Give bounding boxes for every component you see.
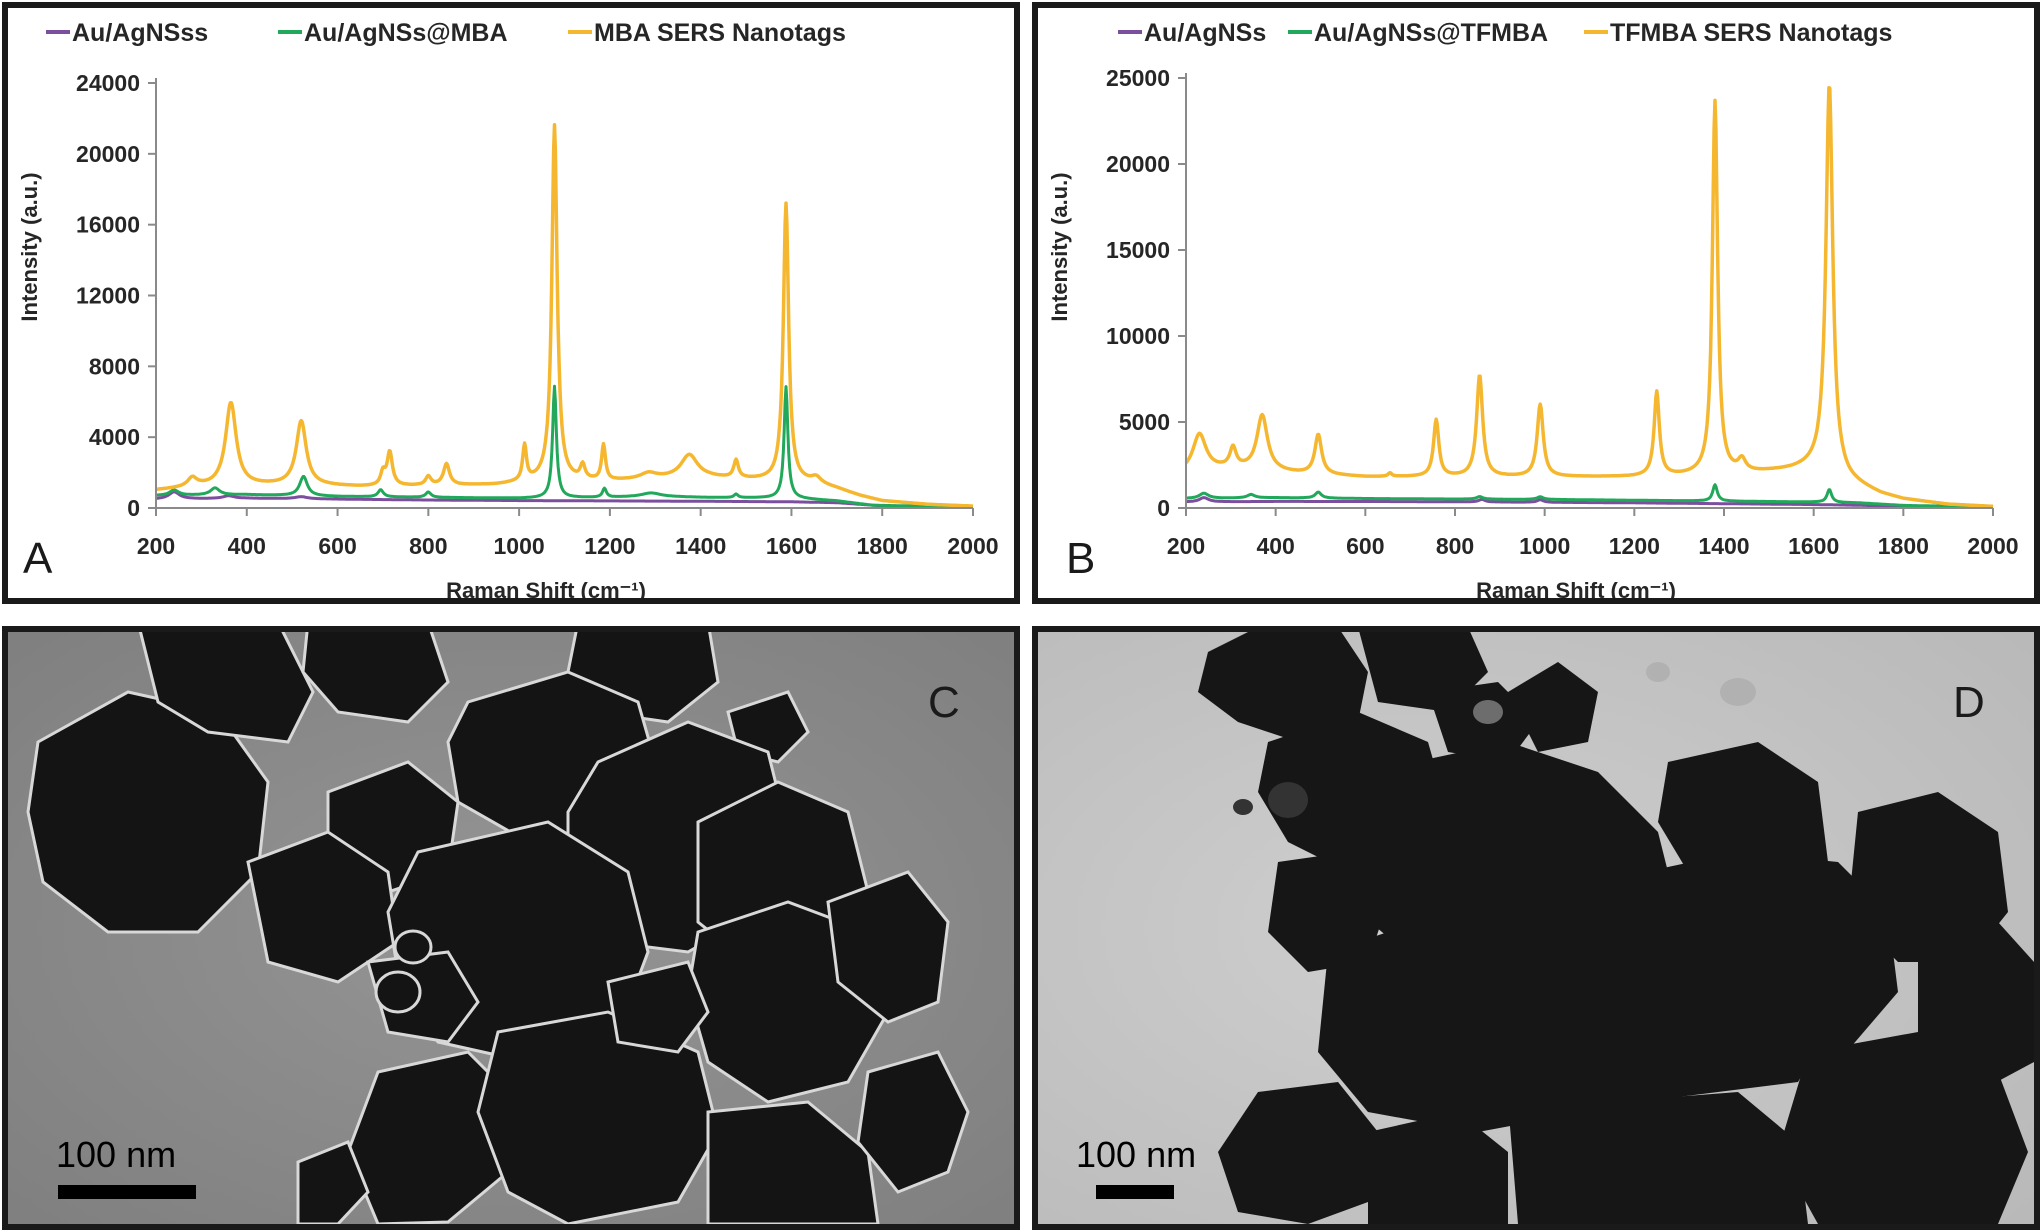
x-tick-label: 200 bbox=[1167, 533, 1205, 559]
x-tick-label: 800 bbox=[1436, 533, 1474, 559]
legend-label: Au/AgNSss bbox=[72, 19, 208, 47]
y-tick-label: 0 bbox=[127, 495, 140, 521]
x-axis-title-b: Raman Shift (cm⁻¹) bbox=[1476, 578, 1676, 598]
x-tick-label: 1400 bbox=[1698, 533, 1749, 559]
scale-bar-label-d: 100 nm bbox=[1076, 1134, 1196, 1175]
x-tick-label: 1000 bbox=[1519, 533, 1570, 559]
y-axis-title-a: Intensity (a.u.) bbox=[17, 172, 42, 321]
legend-b: Au/AgNSs Au/AgNSs@TFMBA TFMBA SERS Nanotag… bbox=[1118, 19, 1892, 47]
panel-c-tem-image: C 100 nm bbox=[2, 626, 1020, 1230]
scale-bar-label-c: 100 nm bbox=[56, 1134, 176, 1175]
x-tick-label: 1200 bbox=[584, 533, 635, 559]
y-axis-title-b: Intensity (a.u.) bbox=[1047, 172, 1072, 321]
panel-label-b: B bbox=[1066, 534, 1095, 583]
series-line-au-agnss-mba bbox=[155, 384, 974, 509]
x-tick-label: 1400 bbox=[675, 533, 726, 559]
panel-a-chart: Au/AgNSss Au/AgNSs@MBA MBA SERS Nanotags 0… bbox=[2, 2, 1020, 604]
series-line-mba-sers-nanotags bbox=[155, 122, 974, 508]
series-line-au-agnsss bbox=[155, 490, 974, 509]
x-tick-label: 600 bbox=[318, 533, 356, 559]
x-tick-label: 1600 bbox=[1788, 533, 1839, 559]
x-tick-label: 800 bbox=[409, 533, 447, 559]
legend-label: Au/AgNSs@MBA bbox=[304, 19, 508, 47]
y-tick-label: 15000 bbox=[1106, 237, 1170, 263]
y-tick-label: 25000 bbox=[1106, 65, 1170, 91]
legend-label: Au/AgNSs bbox=[1144, 19, 1266, 47]
panel-label-c: C bbox=[928, 678, 960, 727]
series-line-au-agnss bbox=[1185, 496, 1994, 509]
x-tick-label: 1000 bbox=[494, 533, 545, 559]
legend-label: MBA SERS Nanotags bbox=[594, 19, 846, 47]
panel-b-chart: Au/AgNSs Au/AgNSs@TFMBA TFMBA SERS Nanotag… bbox=[1032, 2, 2040, 604]
y-tick-label: 20000 bbox=[76, 141, 140, 167]
legend-a: Au/AgNSss Au/AgNSs@MBA MBA SERS Nanotags bbox=[46, 19, 846, 47]
series-line-au-agnss-tfmba bbox=[1185, 483, 1994, 509]
y-tick-label: 10000 bbox=[1106, 323, 1170, 349]
x-tick-label: 2000 bbox=[947, 533, 998, 559]
tem-micrograph-d: D 100 nm bbox=[1038, 632, 2034, 1224]
x-tick-label: 1800 bbox=[857, 533, 908, 559]
raman-chart-b: Au/AgNSs Au/AgNSs@TFMBA TFMBA SERS Nanotag… bbox=[1047, 19, 2019, 598]
series-line-tfmba-sers-nanotags bbox=[1184, 85, 1994, 509]
scale-bar-d bbox=[1096, 1185, 1174, 1199]
x-tick-label: 400 bbox=[1256, 533, 1294, 559]
y-tick-label: 8000 bbox=[89, 353, 140, 379]
panel-d-tem-image: D 100 nm bbox=[1032, 626, 2040, 1230]
y-tick-label: 12000 bbox=[76, 283, 140, 309]
y-tick-label: 16000 bbox=[76, 212, 140, 238]
y-tick-label: 24000 bbox=[76, 70, 140, 96]
legend-label: TFMBA SERS Nanotags bbox=[1610, 19, 1892, 47]
x-tick-label: 1600 bbox=[766, 533, 817, 559]
x-tick-label: 2000 bbox=[1967, 533, 2018, 559]
x-tick-label: 400 bbox=[228, 533, 266, 559]
y-tick-label: 5000 bbox=[1119, 409, 1170, 435]
x-tick-label: 200 bbox=[137, 533, 175, 559]
panel-label-a: A bbox=[23, 534, 53, 583]
x-tick-label: 1200 bbox=[1609, 533, 1660, 559]
raman-chart-a: Au/AgNSss Au/AgNSs@MBA MBA SERS Nanotags 0… bbox=[17, 19, 999, 598]
x-axis-title-a: Raman Shift (cm⁻¹) bbox=[446, 578, 646, 598]
y-tick-label: 0 bbox=[1157, 495, 1170, 521]
x-tick-label: 1800 bbox=[1878, 533, 1929, 559]
y-tick-label: 20000 bbox=[1106, 151, 1170, 177]
scale-bar-c bbox=[58, 1185, 196, 1199]
x-tick-label: 600 bbox=[1346, 533, 1384, 559]
panel-label-d: D bbox=[1953, 678, 1985, 727]
tem-micrograph-c: C 100 nm bbox=[8, 632, 1014, 1224]
legend-label: Au/AgNSs@TFMBA bbox=[1314, 19, 1548, 47]
y-tick-label: 4000 bbox=[89, 424, 140, 450]
